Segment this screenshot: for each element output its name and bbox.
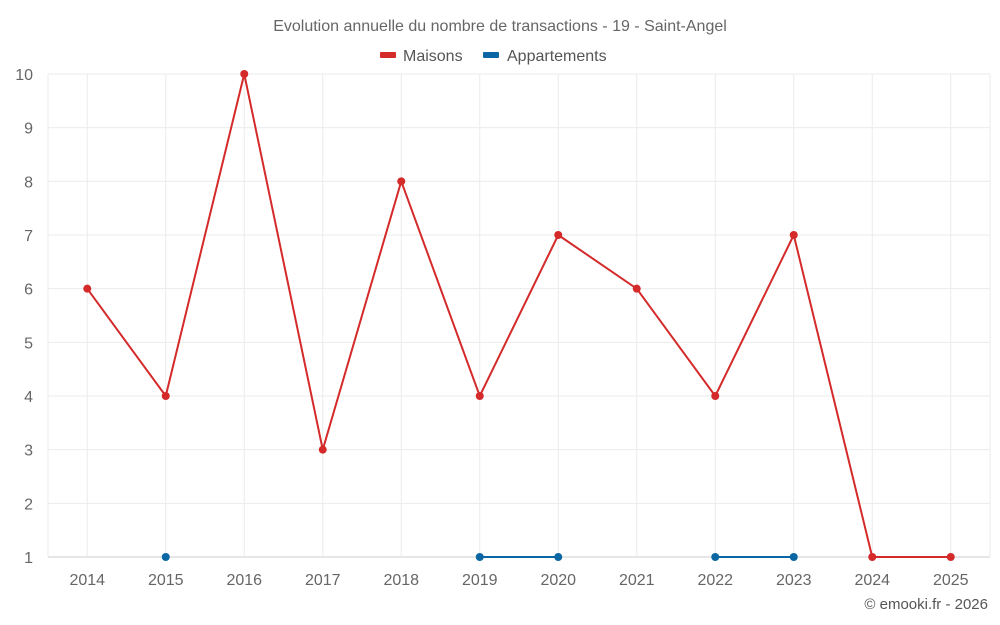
data-point-maisons-2018[interactable] <box>397 177 406 186</box>
y-tick-label: 6 <box>24 282 33 299</box>
grid <box>47 73 991 558</box>
legend-swatch-maisons <box>380 52 396 58</box>
data-point-maisons-2015[interactable] <box>161 392 170 400</box>
data-point-appartements-2022[interactable] <box>711 553 720 561</box>
data-point-maisons-2021[interactable] <box>632 284 641 293</box>
x-tick-label: 2023 <box>776 572 812 589</box>
data-point-maisons-2017[interactable] <box>318 445 327 454</box>
data-point-maisons-2025[interactable] <box>946 553 955 561</box>
y-axis: 1 2 3 4 5 6 7 8 9 10 <box>15 67 33 567</box>
x-tick-label: 2017 <box>305 572 341 589</box>
x-tick-label: 2016 <box>226 572 262 589</box>
y-tick-label: 10 <box>15 67 33 84</box>
data-point-appartements-2019[interactable] <box>475 553 484 561</box>
x-tick-label: 2024 <box>854 572 890 589</box>
legend: Maisons Appartements <box>380 48 607 65</box>
y-tick-label: 4 <box>24 389 33 406</box>
y-tick-label: 3 <box>24 443 33 460</box>
chart-title: Evolution annuelle du nombre de transact… <box>273 18 727 35</box>
data-point-appartements-2023[interactable] <box>789 553 798 561</box>
data-point-maisons-2014[interactable] <box>83 284 92 293</box>
y-tick-label: 9 <box>24 121 33 138</box>
series-layer <box>83 70 955 561</box>
data-point-maisons-2024[interactable] <box>868 553 877 561</box>
legend-label-appartements[interactable]: Appartements <box>507 48 607 65</box>
data-point-maisons-2020[interactable] <box>554 231 563 239</box>
data-point-appartements-2020[interactable] <box>554 553 563 561</box>
credit-text: © emooki.fr - 2026 <box>864 596 988 613</box>
legend-swatch-appartements <box>483 52 499 58</box>
data-point-maisons-2019[interactable] <box>475 392 484 400</box>
legend-label-maisons[interactable]: Maisons <box>403 48 463 65</box>
x-tick-label: 2015 <box>148 572 184 589</box>
x-tick-label: 2025 <box>933 572 969 589</box>
x-tick-label: 2014 <box>69 572 105 589</box>
x-tick-label: 2022 <box>697 572 733 589</box>
x-tick-label: 2018 <box>383 572 419 589</box>
x-axis: 2014 2015 2016 2017 2018 2019 2020 2021 2022 2023… <box>69 572 968 589</box>
y-tick-label: 2 <box>24 496 33 513</box>
y-tick-label: 8 <box>24 174 33 191</box>
data-point-maisons-2022[interactable] <box>711 392 720 400</box>
y-tick-label: 5 <box>24 335 33 352</box>
y-tick-label: 7 <box>24 228 33 245</box>
x-tick-label: 2019 <box>462 572 498 589</box>
x-tick-label: 2021 <box>619 572 655 589</box>
data-point-appartements-2015[interactable] <box>161 553 170 561</box>
x-tick-label: 2020 <box>540 572 576 589</box>
series-line-maisons <box>86 73 951 558</box>
data-point-maisons-2023[interactable] <box>789 231 798 239</box>
data-point-maisons-2016[interactable] <box>240 70 249 78</box>
y-tick-label: 1 <box>24 550 33 567</box>
